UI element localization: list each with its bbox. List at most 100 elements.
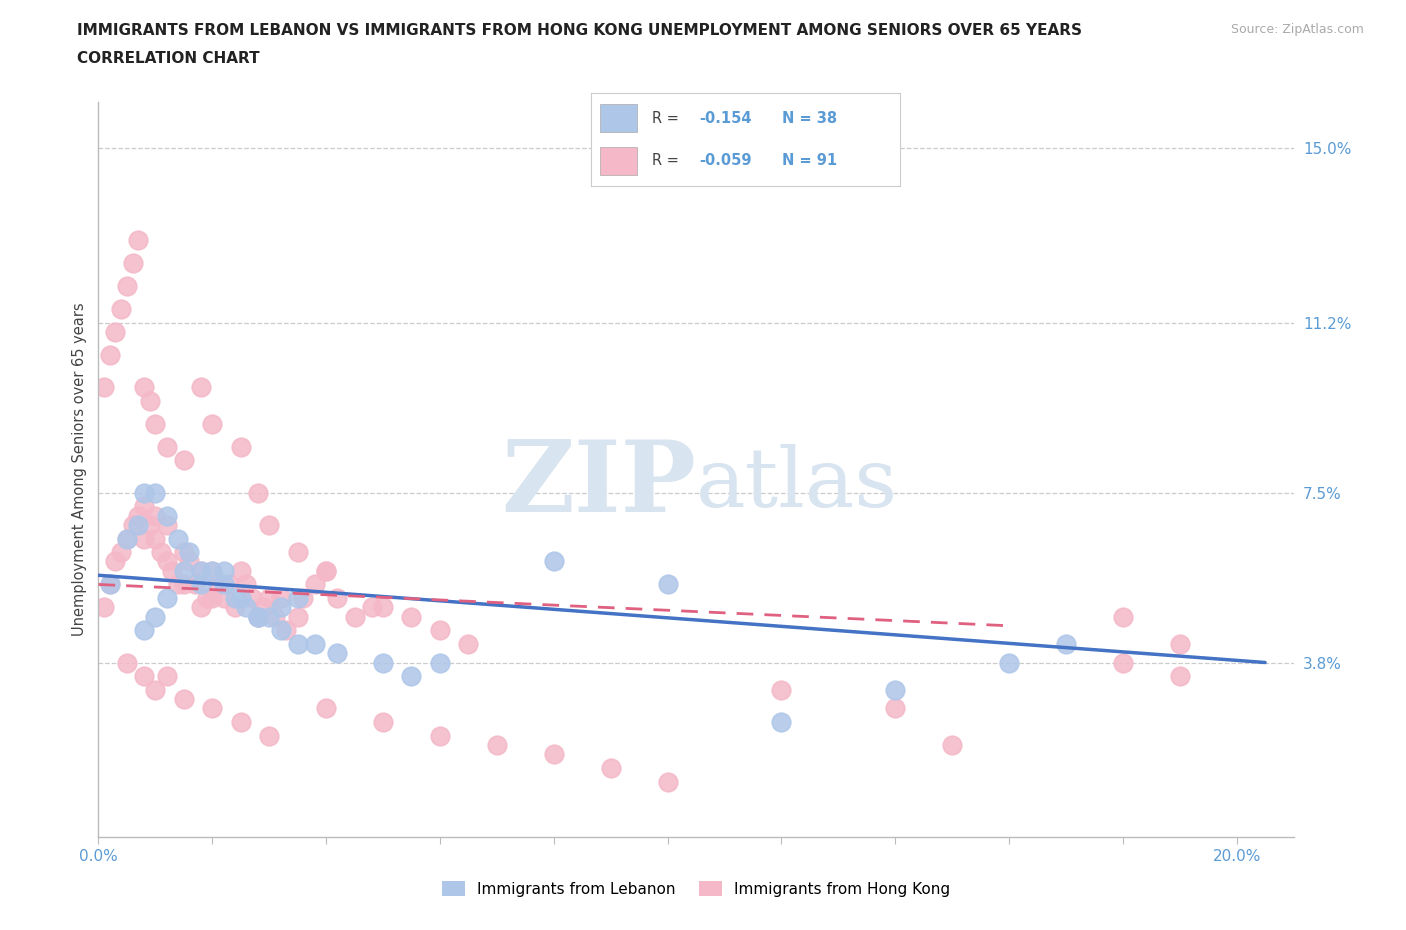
Y-axis label: Unemployment Among Seniors over 65 years: Unemployment Among Seniors over 65 years [72,303,87,636]
Point [195,591,218,605]
Point [884,701,907,716]
Point [201,564,224,578]
Point [343,609,366,624]
Point [179,554,201,569]
Point [287,545,309,560]
Point [235,600,257,615]
Point [143,508,166,523]
Point [224,600,246,615]
Point [173,692,195,707]
Point [93,379,115,394]
Text: atlas: atlas [696,445,898,525]
Point [1168,669,1191,684]
Point [1168,637,1191,652]
Point [246,609,269,624]
Point [326,591,349,605]
Point [132,531,155,546]
Point [156,591,179,605]
Point [229,715,252,730]
Point [143,683,166,698]
Point [121,517,143,532]
Point [143,531,166,546]
Point [229,564,252,578]
Point [150,545,173,560]
Text: IMMIGRANTS FROM LEBANON VS IMMIGRANTS FROM HONG KONG UNEMPLOYMENT AMONG SENIORS : IMMIGRANTS FROM LEBANON VS IMMIGRANTS FR… [77,23,1083,38]
Bar [600,147,637,175]
Point [770,715,793,730]
Point [941,737,963,752]
Point [167,577,190,591]
Text: CORRELATION CHART: CORRELATION CHART [77,51,260,66]
Point [98,577,121,591]
Text: R =: R = [652,111,679,126]
Point [360,600,382,615]
Point [138,393,160,408]
Point [371,655,394,670]
Point [599,761,621,776]
Point [138,517,160,532]
Point [115,531,138,546]
Point [263,609,285,624]
Point [190,564,212,578]
Point [246,609,269,624]
Point [156,554,179,569]
Point [98,577,121,591]
Point [429,728,451,743]
Point [252,600,274,615]
Point [115,279,138,294]
Point [485,737,508,752]
Point [132,498,155,513]
Point [104,325,127,339]
Point [229,439,252,454]
Point [770,683,793,698]
Point [257,517,280,532]
Point [315,701,337,716]
Point [127,517,149,532]
Point [1112,655,1135,670]
Point [315,564,337,578]
Point [212,564,235,578]
Point [156,669,179,684]
Point [173,577,195,591]
Point [257,591,280,605]
Point [246,609,269,624]
Point [543,554,565,569]
Point [93,600,115,615]
Point [212,591,235,605]
Point [143,609,166,624]
Point [276,623,298,638]
Point [657,577,679,591]
Point [246,485,269,500]
Point [429,655,451,670]
Text: -0.154: -0.154 [699,111,751,126]
Text: R =: R = [652,153,679,168]
Point [201,701,224,716]
Point [132,379,155,394]
Point [270,591,292,605]
Point [371,600,394,615]
Point [162,564,184,578]
Point [371,715,394,730]
Point [110,301,132,316]
Point [240,591,263,605]
Point [287,591,309,605]
Point [884,683,907,698]
Point [190,564,212,578]
Point [110,545,132,560]
Bar [600,104,637,132]
Point [429,623,451,638]
Point [115,655,138,670]
Text: N = 38: N = 38 [782,111,838,126]
Point [127,508,149,523]
Point [156,439,179,454]
Point [201,591,224,605]
Point [292,591,315,605]
Point [287,609,309,624]
Point [98,348,121,363]
Point [1112,609,1135,624]
Point [143,485,166,500]
Point [156,508,179,523]
Point [304,637,326,652]
Point [104,554,127,569]
Text: Source: ZipAtlas.com: Source: ZipAtlas.com [1230,23,1364,36]
